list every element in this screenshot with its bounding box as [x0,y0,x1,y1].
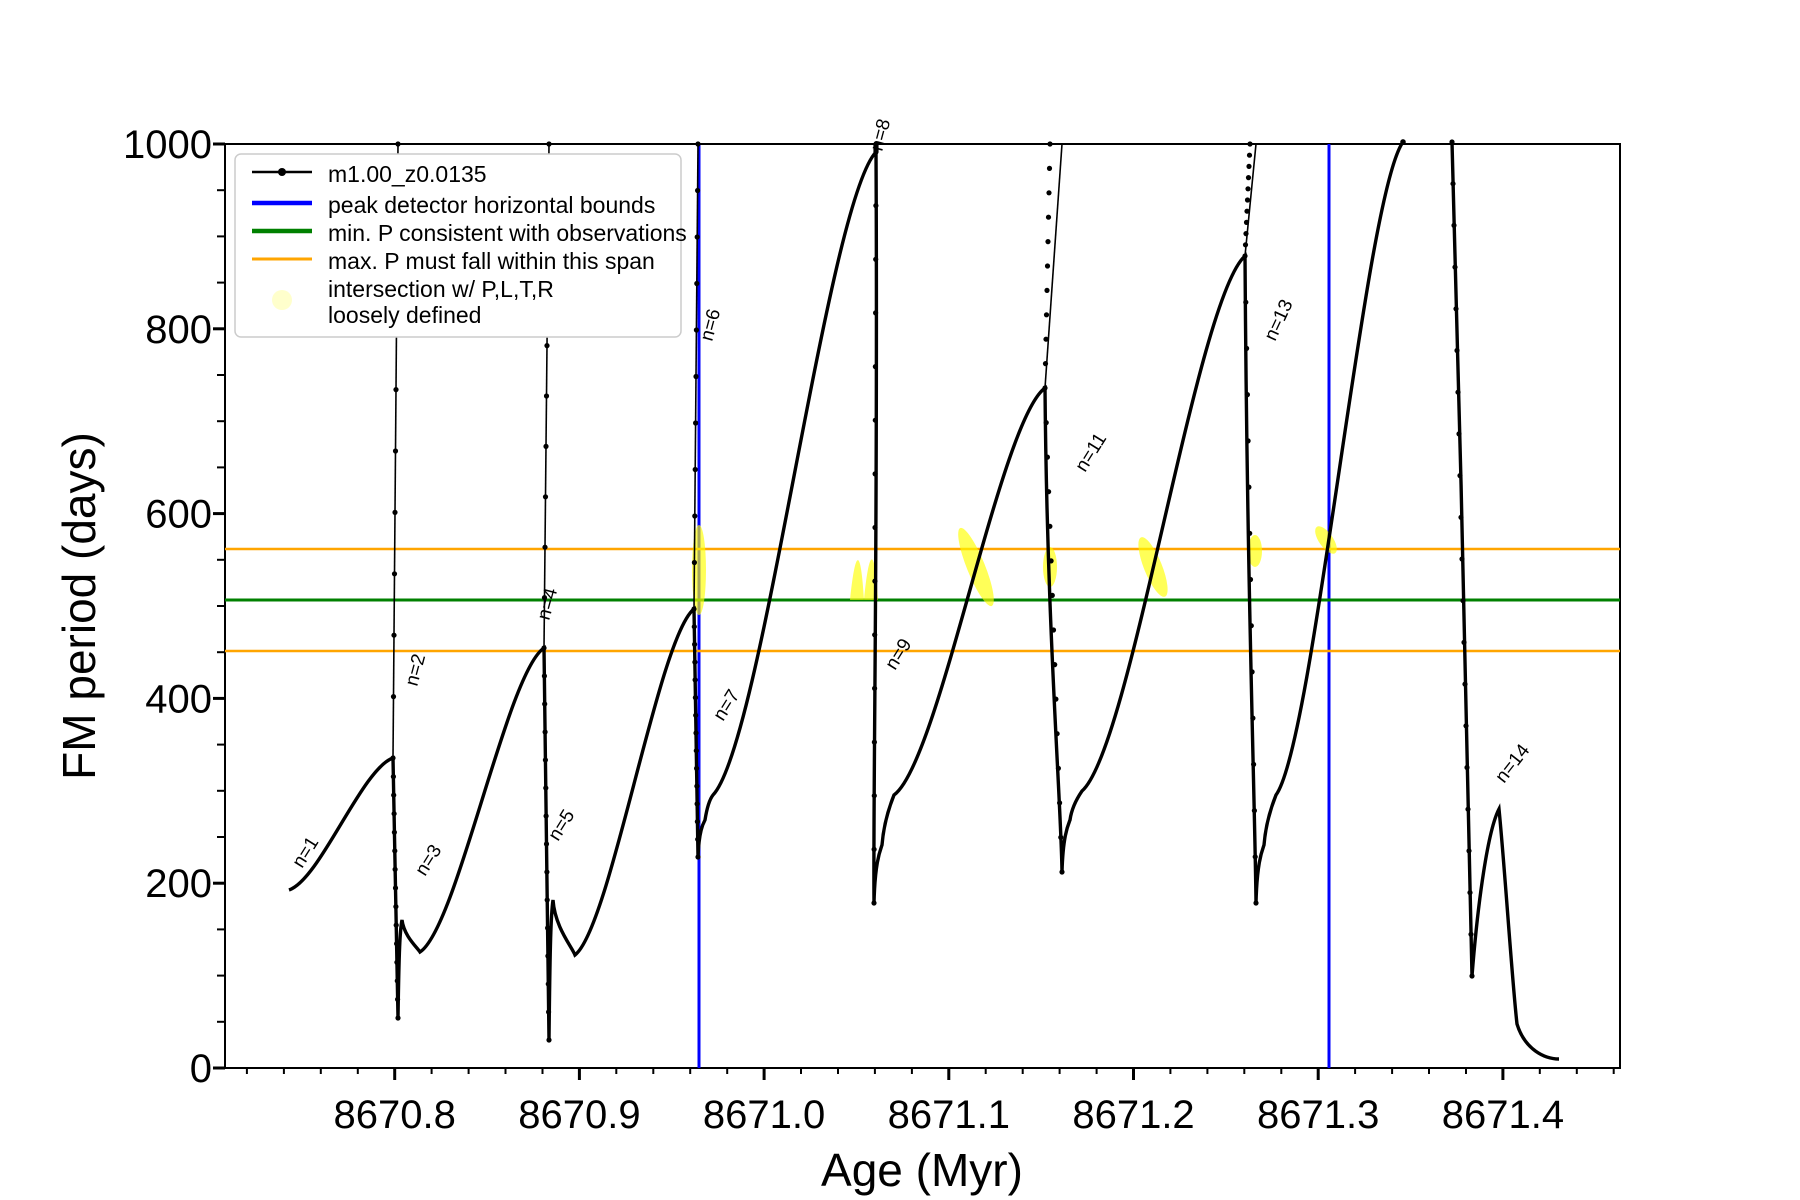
svg-text:8670.8: 8670.8 [334,1093,456,1137]
svg-text:n=11: n=11 [1071,429,1111,475]
svg-text:max. P must fall within this s: max. P must fall within this span [328,248,655,274]
svg-text:n=13: n=13 [1260,296,1297,344]
svg-text:n=3: n=3 [411,841,446,879]
svg-text:n=8: n=8 [867,117,896,154]
svg-text:peak detector horizontal bound: peak detector horizontal bounds [328,192,655,218]
svg-text:1000: 1000 [123,123,212,167]
svg-text:intersection w/ P,L,T,R: intersection w/ P,L,T,R [328,276,554,302]
svg-text:8671.4: 8671.4 [1442,1093,1564,1137]
svg-text:m1.00_z0.0135: m1.00_z0.0135 [328,161,487,187]
svg-text:800: 800 [145,308,212,352]
svg-text:200: 200 [145,862,212,906]
svg-text:loosely defined: loosely defined [328,302,481,328]
svg-text:8671.0: 8671.0 [703,1093,825,1137]
svg-text:n=2: n=2 [402,652,431,689]
svg-text:8671.3: 8671.3 [1257,1093,1379,1137]
svg-text:8671.2: 8671.2 [1072,1093,1194,1137]
svg-text:FM period (days): FM period (days) [53,432,105,780]
svg-text:n=6: n=6 [697,307,726,344]
svg-text:n=9: n=9 [881,635,916,673]
svg-text:Age (Myr): Age (Myr) [821,1144,1023,1196]
svg-text:8671.1: 8671.1 [888,1093,1010,1137]
svg-text:n=5: n=5 [544,806,579,844]
svg-text:min. P consistent with observa: min. P consistent with observations [328,220,687,246]
svg-text:n=14: n=14 [1491,740,1534,787]
svg-text:8670.9: 8670.9 [518,1093,640,1137]
svg-text:n=4: n=4 [534,585,563,622]
svg-text:n=7: n=7 [709,686,744,724]
svg-text:600: 600 [145,493,212,537]
svg-text:400: 400 [145,677,212,721]
svg-text:0: 0 [190,1047,212,1091]
svg-text:n=1: n=1 [288,833,323,871]
